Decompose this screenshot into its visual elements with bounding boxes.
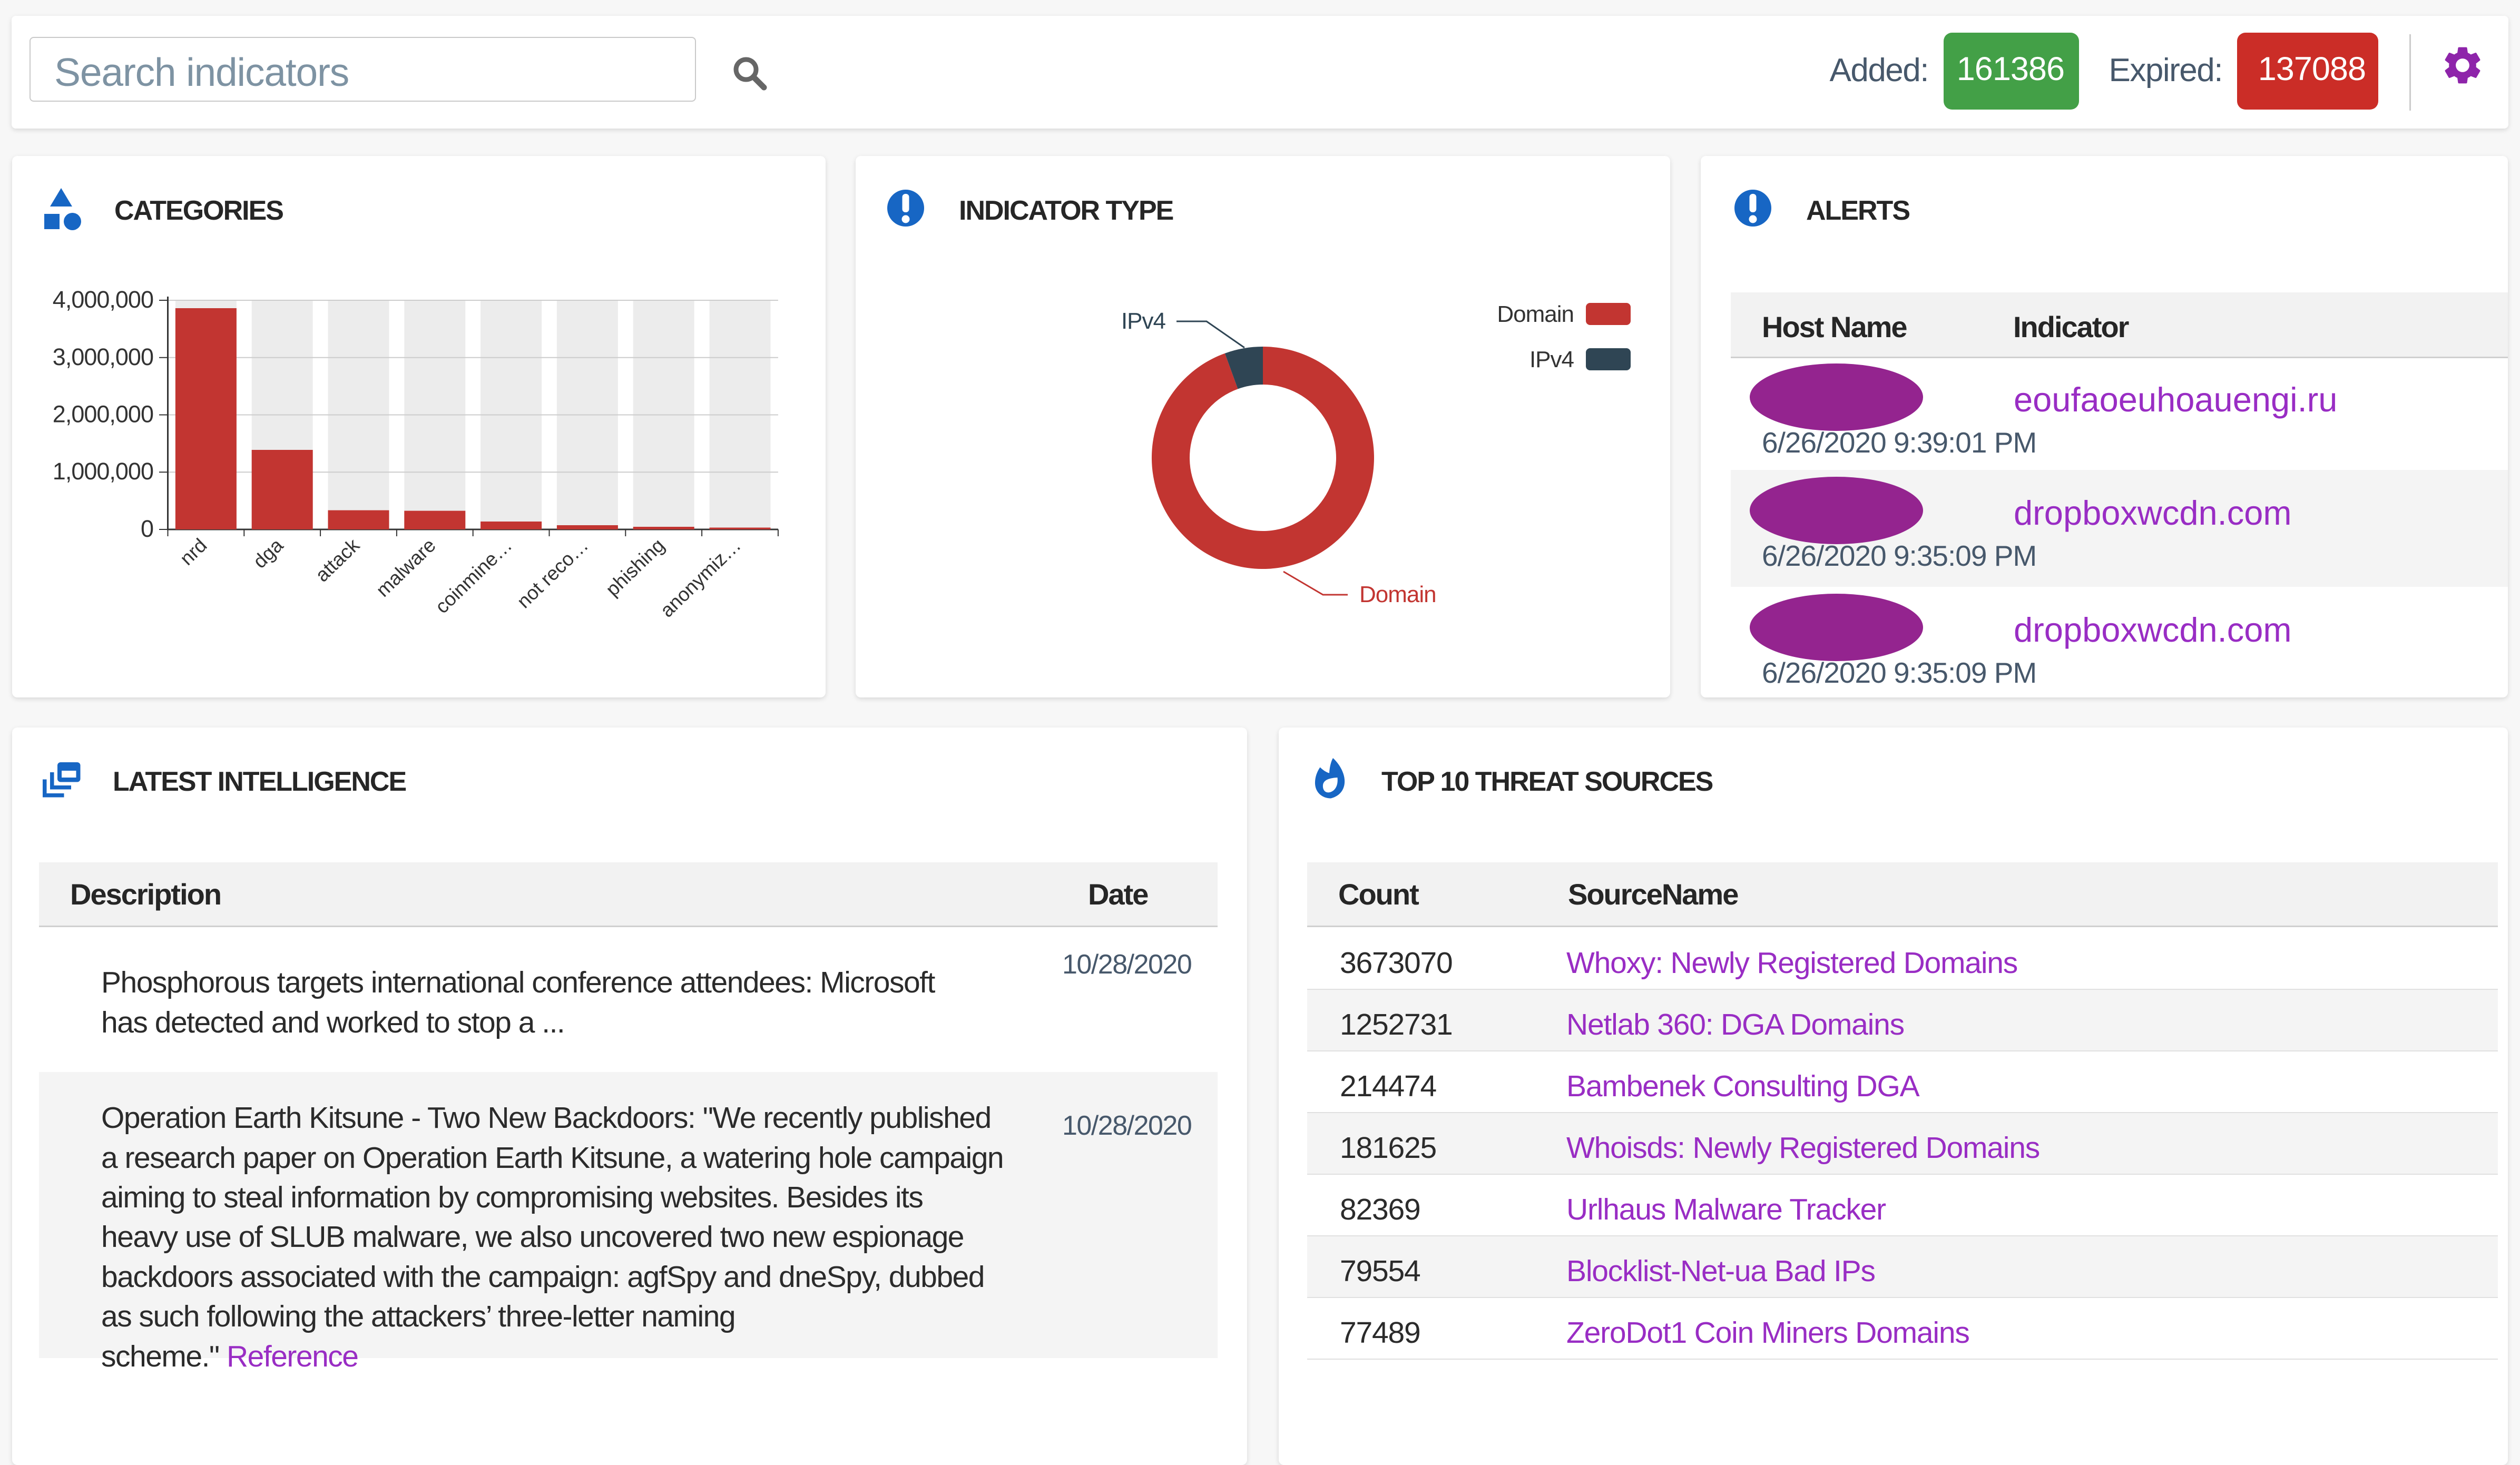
svg-text:Domain: Domain: [1497, 301, 1574, 327]
svg-text:0: 0: [141, 515, 153, 542]
svg-text:not reco…: not reco…: [513, 534, 592, 612]
svg-text:attack: attack: [311, 534, 364, 586]
svg-text:IPv4: IPv4: [1121, 308, 1166, 334]
svg-text:2,000,000: 2,000,000: [53, 401, 153, 428]
svg-text:malware: malware: [372, 534, 440, 601]
svg-text:Domain: Domain: [1359, 582, 1436, 607]
svg-text:dga: dga: [249, 534, 287, 573]
svg-text:3,000,000: 3,000,000: [53, 343, 153, 370]
svg-text:1,000,000: 1,000,000: [53, 458, 153, 485]
svg-text:IPv4: IPv4: [1529, 347, 1574, 372]
svg-text:nrd: nrd: [176, 534, 211, 569]
svg-text:coinmine…: coinmine…: [431, 534, 516, 617]
svg-text:4,000,000: 4,000,000: [53, 286, 153, 313]
svg-text:phishing: phishing: [602, 534, 669, 600]
svg-text:anonymiz…: anonymiz…: [656, 534, 745, 621]
